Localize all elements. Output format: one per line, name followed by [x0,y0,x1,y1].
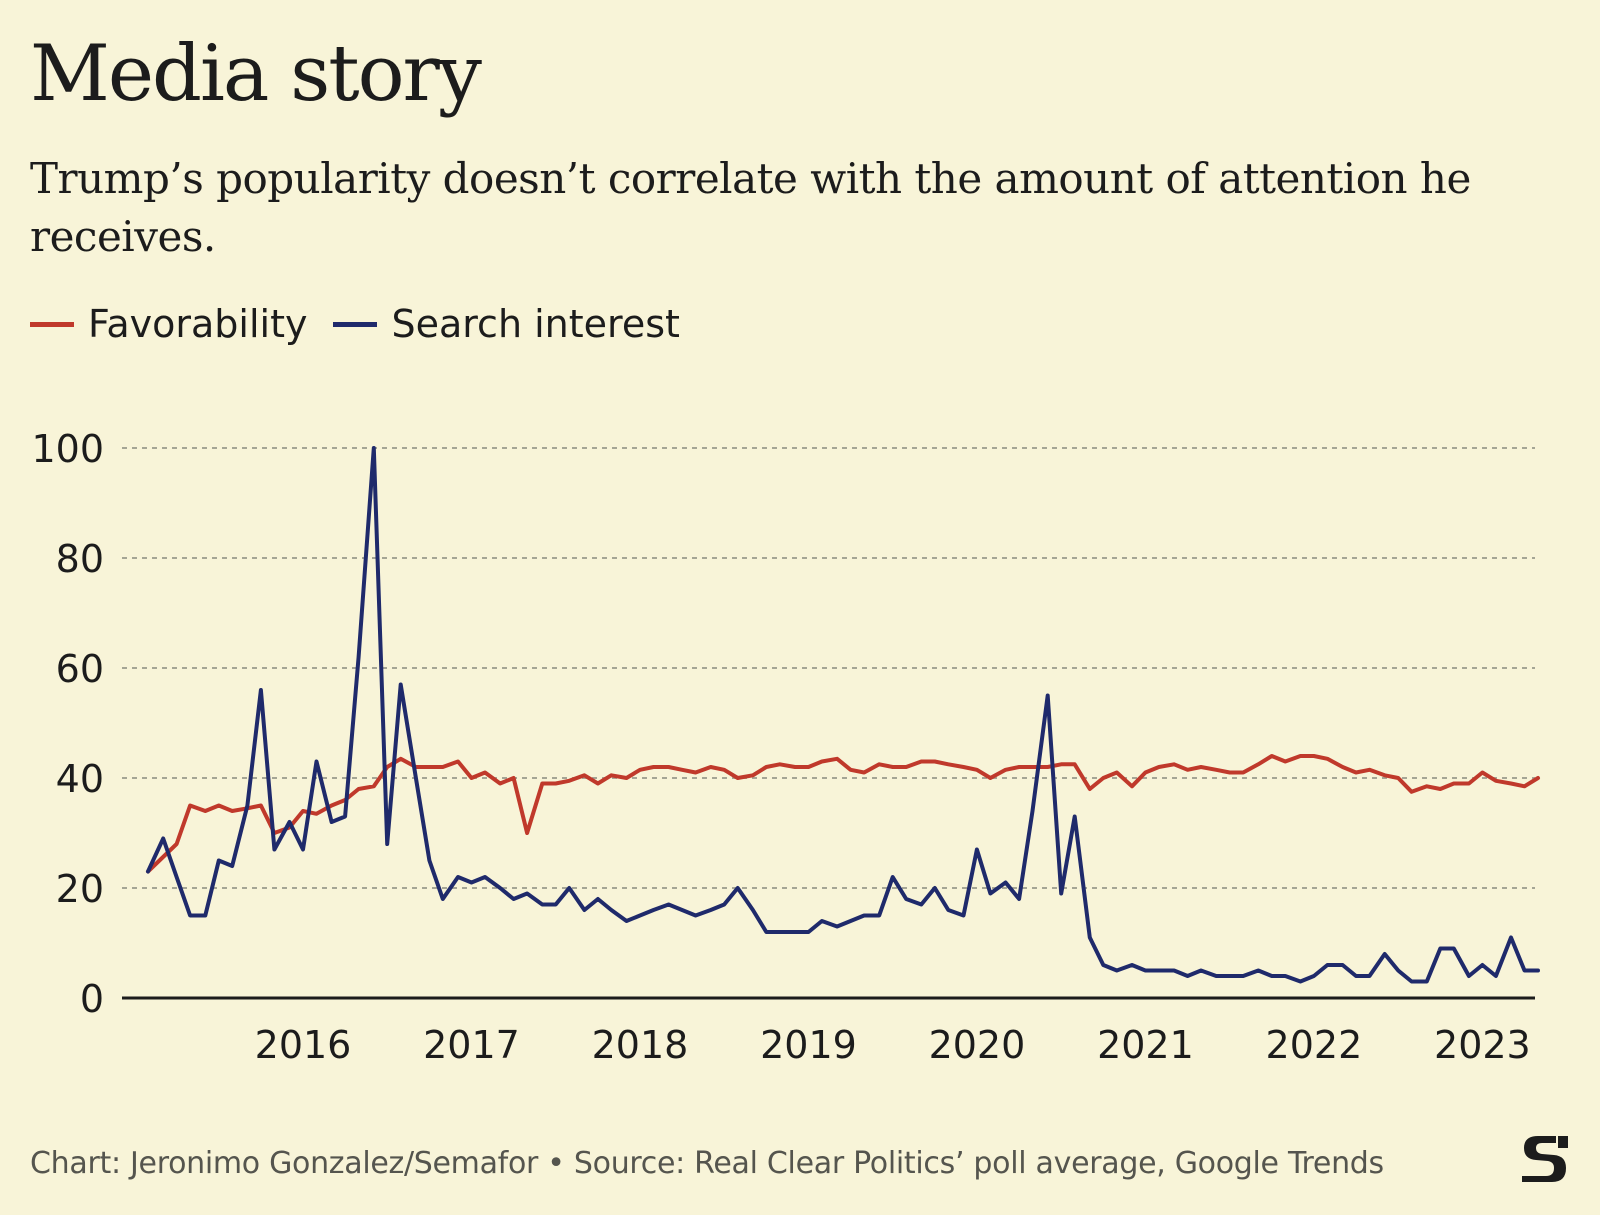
series-line-search-interest [146,446,1540,984]
y-tick-label-60: 60 [56,647,104,691]
legend-item-favorability: Favorability [30,302,307,346]
y-tick-label-20: 20 [56,867,104,911]
x-tick-label-2021: 2021 [1097,1023,1194,1067]
chart-subtitle: Trump’s popularity doesn’t correlate wit… [30,154,1471,261]
legend-label-favorability: Favorability [88,302,308,346]
y-axis: 0 20 40 60 80 100 [31,427,104,1021]
line-chart: 0 20 40 60 80 100 2016 2017 2018 2019 2020 2021 202… [31,427,1540,1067]
legend-swatch-search-interest [333,321,378,327]
series-line-favorability [146,754,1540,874]
x-tick-label-2022: 2022 [1266,1023,1363,1067]
x-tick-label-2016: 2016 [255,1023,352,1067]
y-tick-label-0: 0 [80,977,104,1021]
x-tick-label-2020: 2020 [929,1023,1026,1067]
y-tick-label-80: 80 [56,537,104,581]
legend: Favorability Search interest [30,302,706,346]
x-tick-label-2023: 2023 [1434,1023,1531,1067]
legend-swatch-favorability [30,321,74,327]
x-tick-label-2018: 2018 [592,1023,689,1067]
x-tick-label-2019: 2019 [760,1023,857,1067]
x-tick-label-2017: 2017 [423,1023,520,1067]
series-lines [146,446,1540,984]
y-tick-label-40: 40 [56,757,104,801]
gridlines [122,447,1535,1000]
chart-title: Media story [30,29,482,119]
semafor-s-logo-icon [1518,1132,1572,1186]
legend-label-search-interest: Search interest [391,302,680,346]
legend-item-search-interest: Search interest [333,302,680,346]
source-footer: Chart: Jeronimo Gonzalez/Semafor • Sourc… [30,1146,1384,1181]
x-axis: 2016 2017 2018 2019 2020 2021 2022 2023 [255,1023,1531,1067]
y-tick-label-100: 100 [31,427,104,471]
